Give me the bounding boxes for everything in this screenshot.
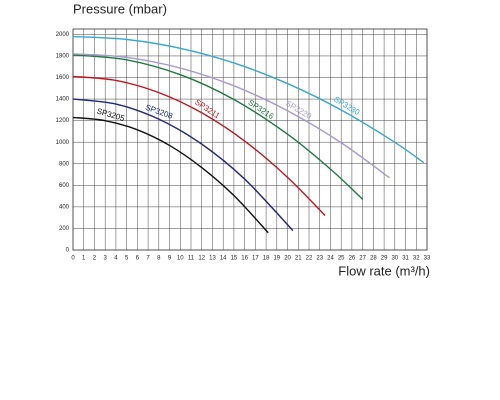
x-tick-label: 33 bbox=[424, 256, 431, 262]
x-tick-label: 28 bbox=[370, 256, 377, 262]
y-tick-label: 200 bbox=[59, 226, 70, 232]
x-tick-label: 9 bbox=[168, 256, 172, 262]
pump-curve bbox=[72, 53, 390, 179]
y-tick-label: 600 bbox=[59, 183, 70, 189]
x-tick-label: 1 bbox=[82, 256, 86, 262]
x-tick-label: 30 bbox=[391, 256, 398, 262]
x-tick-label: 5 bbox=[125, 256, 129, 262]
x-tick-label: 32 bbox=[413, 256, 420, 262]
y-tick-label: 1400 bbox=[56, 97, 70, 103]
x-tick-label: 25 bbox=[338, 256, 345, 262]
x-tick-label: 6 bbox=[136, 256, 140, 262]
y-axis-title: Pressure (mbar) bbox=[73, 1, 167, 16]
pump-curve bbox=[72, 116, 269, 234]
y-tick-label: 800 bbox=[59, 161, 70, 167]
x-tick-label: 26 bbox=[349, 256, 356, 262]
x-tick-label: 22 bbox=[306, 256, 313, 262]
x-tick-label: 27 bbox=[359, 256, 366, 262]
x-tick-label: 3 bbox=[104, 256, 108, 262]
x-tick-label: 14 bbox=[220, 256, 227, 262]
x-tick-label: 16 bbox=[241, 256, 248, 262]
x-tick-label: 20 bbox=[284, 256, 291, 262]
x-tick-label: 10 bbox=[177, 256, 184, 262]
x-tick-label: 21 bbox=[295, 256, 302, 262]
y-tick-label: 1200 bbox=[56, 118, 70, 124]
y-tick-label: 1800 bbox=[56, 54, 70, 60]
pump-curve bbox=[72, 35, 425, 164]
plot-area bbox=[72, 28, 428, 251]
x-axis-title: Flow rate (m³/h) bbox=[338, 263, 430, 278]
x-tick-label: 23 bbox=[316, 256, 323, 262]
y-tick-label: 2000 bbox=[56, 32, 70, 38]
x-tick-label: 29 bbox=[381, 256, 388, 262]
x-tick-label: 7 bbox=[146, 256, 150, 262]
x-tick-label: 12 bbox=[198, 256, 205, 262]
x-tick-label: 24 bbox=[327, 256, 334, 262]
pump-curve bbox=[72, 54, 364, 200]
x-tick-label: 0 bbox=[71, 256, 75, 262]
y-tick-label: 1600 bbox=[56, 75, 70, 81]
x-tick-label: 2 bbox=[93, 256, 97, 262]
x-tick-label: 4 bbox=[114, 256, 118, 262]
pump-curve bbox=[72, 75, 326, 216]
x-tick-label: 18 bbox=[263, 256, 270, 262]
y-tick-label: 0 bbox=[66, 248, 70, 254]
x-tick-label: 8 bbox=[157, 256, 161, 262]
x-tick-label: 13 bbox=[209, 256, 216, 262]
y-tick-label: 1000 bbox=[56, 140, 70, 146]
y-tick-label: 400 bbox=[59, 204, 70, 210]
x-tick-label: 19 bbox=[273, 256, 280, 262]
x-tick-label: 11 bbox=[188, 256, 195, 262]
x-tick-label: 31 bbox=[402, 256, 409, 262]
x-tick-label: 17 bbox=[252, 256, 259, 262]
pump-curve bbox=[72, 98, 294, 232]
x-tick-label: 15 bbox=[231, 256, 238, 262]
